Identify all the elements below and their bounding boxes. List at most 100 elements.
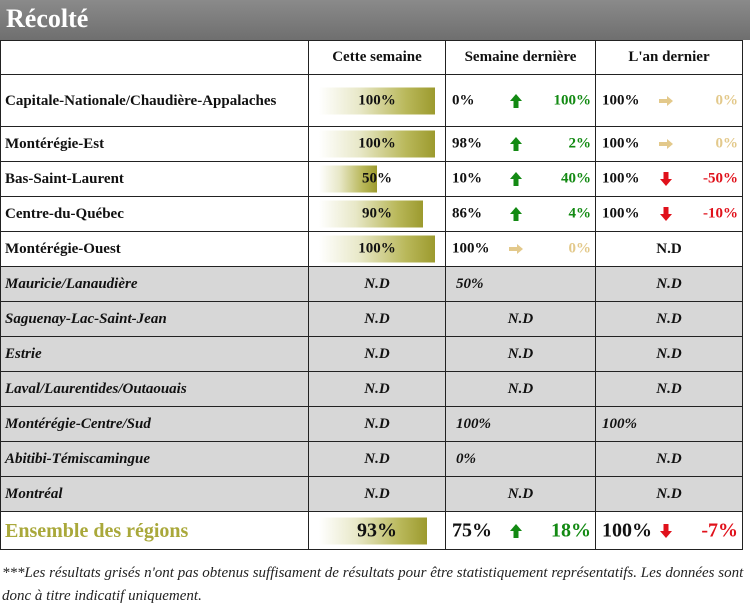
col-header-last-week: Semaine dernière [445,40,596,75]
progress-value: 93% [357,519,397,541]
table-row: Montérégie-Centre/Sud N.D 100% 100% [0,406,743,442]
value-text: 10% [452,170,482,187]
region-name: Centre-du-Québec [0,196,309,232]
region-name: Montérégie-Est [0,126,309,162]
table-row: Abitibi-Témiscamingue N.D 0% N.D [0,441,743,477]
table-row: Montérégie-Est 100% 98% 2% 100% 0% [0,126,743,162]
progress-value: 90% [362,205,392,222]
arrow-down-icon [660,172,672,186]
value-text: 100% [602,92,640,108]
this-week-cell: 50% [308,161,446,197]
arrow-up-icon [510,137,522,151]
delta-text: 0% [715,92,739,108]
region-name: Laval/Laurentides/Outaouais [0,371,309,407]
last-week-cell: N.D [445,301,596,337]
last-week-cell: 10% 40% [445,161,596,197]
last-year-cell: 100% 0% [595,126,743,162]
last-week-cell: N.D [445,371,596,407]
region-name: Abitibi-Témiscamingue [0,441,309,477]
arrow-up-icon [510,93,522,108]
last-week-cell-content: 86% 4% [446,197,595,231]
last-week-cell: 0% [445,441,596,477]
last-week-cell-content: 10% 40% [446,162,595,196]
page-title: Récolté [6,4,89,33]
this-week-cell: 100% [308,231,446,267]
last-year-cell: N.D [595,231,743,267]
last-week-cell: N.D [445,336,596,372]
last-year-cell: N.D [595,336,743,372]
this-week-cell: N.D [308,266,446,302]
header-bar: Récolté [0,0,750,40]
last-week-cell: 50% [445,266,596,302]
this-week-cell: N.D [308,371,446,407]
delta-text: -10% [703,205,738,222]
table-row: Montréal N.D N.D N.D [0,476,743,512]
last-week-cell: 75% 18% [445,511,596,550]
last-week-cell: N.D [445,476,596,512]
last-year-cell: 100% -7% [595,511,743,550]
value-text: 75% [452,519,492,541]
last-week-cell: 98% 2% [445,126,596,162]
this-week-cell: N.D [308,476,446,512]
progress-value: 50% [362,170,392,187]
this-week-cell: N.D [308,336,446,372]
progress-value: 100% [358,240,396,257]
progress-fill [319,200,423,228]
progress-bar: 93% [309,512,445,549]
progress-bar: 100% [309,75,445,126]
last-year-cell: N.D [595,371,743,407]
region-name: Estrie [0,336,309,372]
last-week-cell: 86% 4% [445,196,596,232]
arrow-down-icon [660,523,672,538]
arrow-up-icon [510,207,522,221]
not-available-text: N.D [656,240,682,257]
last-year-cell: N.D [595,301,743,337]
delta-text: 0% [568,240,592,257]
region-name: Montérégie-Centre/Sud [0,406,309,442]
arrow-right-icon [659,139,673,149]
this-week-cell: 90% [308,196,446,232]
col-header-this-week: Cette semaine [308,40,446,75]
value-text: 86% [452,205,482,222]
progress-bar: 50% [309,162,445,196]
last-year-cell-content: 100% -7% [596,512,742,549]
last-year-cell-content: 100% -10% [596,197,742,231]
this-week-cell: 100% [308,74,446,127]
table-row: Bas-Saint-Laurent 50% 10% 40% 100% -50% [0,161,743,197]
region-name: Mauricie/Lanaudière [0,266,309,302]
table-row: Laval/Laurentides/Outaouais N.D N.D N.D [0,371,743,407]
delta-text: 100% [553,92,592,108]
table-row: Estrie N.D N.D N.D [0,336,743,372]
value-text: 100% [602,519,652,541]
this-week-cell: N.D [308,406,446,442]
this-week-cell: 100% [308,126,446,162]
last-year-cell-content: 100% 0% [596,127,742,161]
last-year-cell: N.D [595,266,743,302]
delta-text: 40% [561,170,591,187]
region-name: Montérégie-Ouest [0,231,309,267]
last-year-cell: N.D [595,441,743,477]
harvest-table: Cette semaine Semaine dernière L'an dern… [0,40,743,550]
delta-text: 4% [568,205,592,222]
this-week-cell: 93% [308,511,446,550]
this-week-cell: N.D [308,441,446,477]
progress-value: 100% [358,135,396,152]
progress-fill [319,87,435,114]
delta-text: 18% [551,519,591,541]
total-region-name: Ensemble des régions [0,511,309,550]
last-week-cell: 100% 0% [445,231,596,267]
total-row: Ensemble des régions 93% 75% 18% 100% -7% [0,511,743,550]
progress-bar: 90% [309,197,445,231]
last-week-cell: 100% [445,406,596,442]
progress-fill [319,165,377,193]
this-week-cell: N.D [308,301,446,337]
progress-value: 100% [358,92,396,108]
last-year-cell: 100% 0% [595,74,743,127]
last-week-cell-content: 98% 2% [446,127,595,161]
progress-bar: 100% [309,232,445,266]
value-text: 100% [452,240,490,257]
last-week-cell-content: 0% 100% [446,75,595,126]
progress-fill [319,235,435,263]
last-year-cell-content: 100% -50% [596,162,742,196]
last-week-cell: 0% 100% [445,74,596,127]
